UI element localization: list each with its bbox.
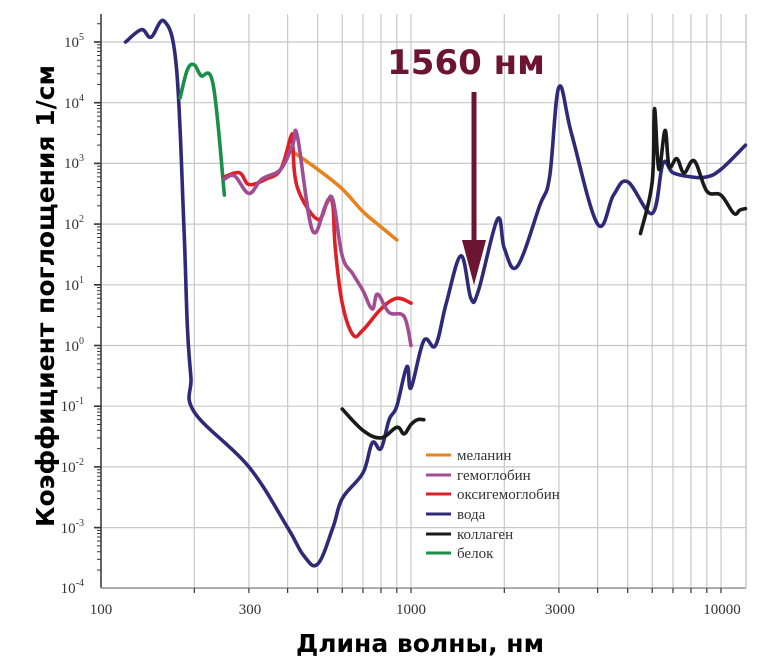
y-tick-1e-1: 10-1	[61, 396, 84, 415]
y-tick-1e0: 100	[64, 336, 84, 355]
legend-item-oxyhemoglobin: оксигемоглобин	[426, 487, 560, 503]
series-hemoglobin	[222, 128, 413, 348]
legend-label: белок	[457, 546, 494, 562]
legend-item-melanin: меланин	[426, 448, 511, 464]
y-axis-title: Коэффициент поглощения 1/см	[31, 65, 60, 527]
y-tick-labels: 105 104 103 102 101 100 10-1 10-2 10-3 1…	[61, 32, 84, 597]
x-tick-1000: 1000	[396, 602, 426, 618]
legend-item-hemoglobin: гемоглобин	[426, 468, 531, 484]
annotation-label: 1560 нм	[387, 43, 545, 83]
x-tick-10000: 10000	[703, 602, 741, 618]
y-minor-ticks	[94, 23, 101, 571]
legend-label: оксигемоглобин	[457, 487, 560, 503]
series-collagen	[340, 106, 748, 440]
x-tick-labels: 100 300 1000 3000 10000	[90, 602, 741, 618]
series-protein	[178, 62, 227, 197]
legend-label: гемоглобин	[457, 468, 531, 484]
legend-item-collagen: коллаген	[426, 527, 513, 543]
x-axis-title: Длина волны, нм	[296, 629, 544, 658]
y-tick-1e2: 102	[64, 214, 84, 233]
legend-label: коллаген	[457, 527, 513, 543]
grid	[101, 14, 746, 589]
x-tick-300: 300	[239, 602, 262, 618]
y-tick-1e3: 103	[64, 153, 84, 172]
series-melanin	[292, 150, 399, 242]
legend-item-water: вода	[426, 507, 486, 523]
x-ticks	[193, 588, 722, 593]
series-water	[123, 18, 748, 568]
y-tick-1e-4: 10-4	[61, 578, 84, 597]
axes	[100, 14, 747, 589]
legend-label: меланин	[457, 448, 511, 464]
arrow-down-icon	[462, 240, 486, 285]
x-tick-3000: 3000	[545, 602, 575, 618]
y-tick-1e4: 104	[64, 93, 84, 112]
annotation-1560: 1560 нм	[387, 43, 545, 285]
y-tick-1e-2: 10-2	[61, 457, 84, 476]
legend-label: вода	[457, 507, 486, 523]
x-tick-100: 100	[90, 602, 113, 618]
legend: меланин гемоглобин оксигемоглобин вода к…	[426, 448, 560, 562]
y-tick-1e-3: 10-3	[61, 518, 84, 537]
series-group	[123, 18, 748, 568]
y-tick-1e5: 105	[64, 32, 84, 51]
legend-item-protein: белок	[426, 546, 494, 562]
y-tick-1e1: 101	[64, 275, 84, 294]
